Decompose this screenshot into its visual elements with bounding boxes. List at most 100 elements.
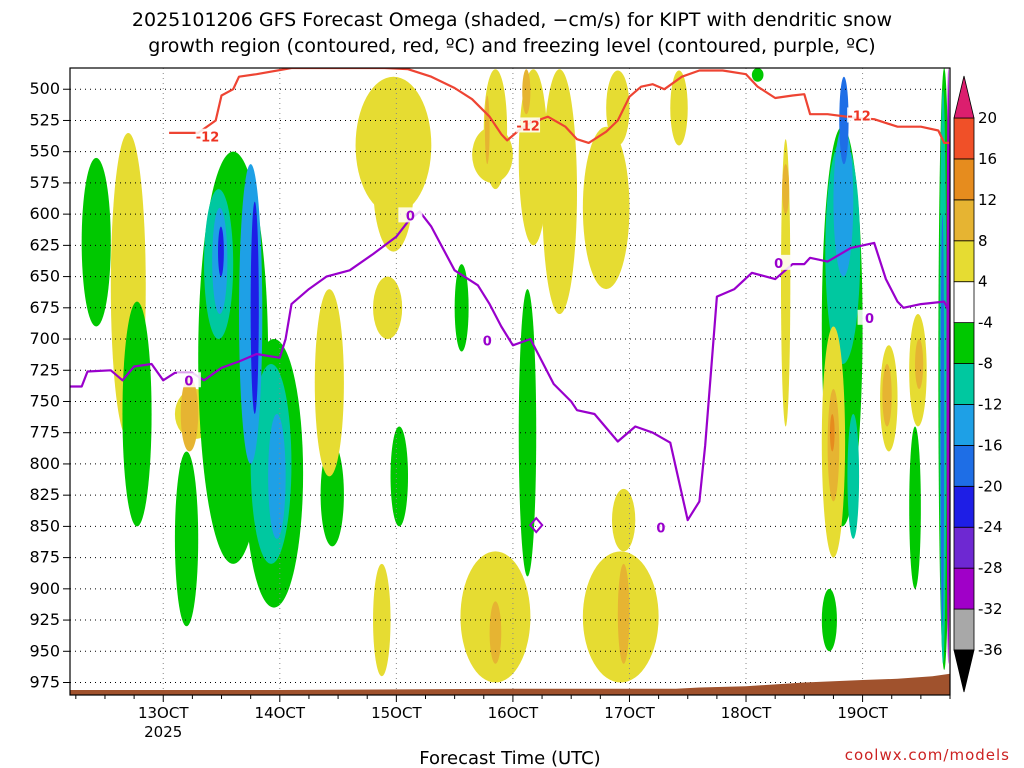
x-axis-label: Forecast Time (UTC) — [419, 748, 600, 768]
terrain — [70, 673, 950, 695]
y-tick-label: 950 — [29, 641, 60, 660]
y-axis: 500 525 550 575 600 625 650 675 700 725 750 775 800 8… — [29, 79, 70, 692]
colorbar-tick-label: -12 — [978, 395, 1003, 413]
omega-region — [940, 214, 945, 627]
omega-region — [833, 126, 854, 277]
omega-region — [617, 563, 630, 664]
contour-label: 0 — [406, 209, 415, 224]
omega-region — [542, 69, 578, 315]
omega-region — [829, 413, 835, 452]
y-tick-label: 875 — [29, 548, 60, 567]
y-tick-label: 850 — [29, 516, 60, 535]
contour-label: 0 — [184, 374, 193, 389]
contour-label-background — [516, 117, 541, 133]
omega-region — [250, 201, 259, 414]
colorbar-bin — [953, 444, 975, 487]
contour-label-background — [766, 254, 791, 270]
colorbar-tick-label: 20 — [978, 109, 997, 127]
omega-region — [915, 339, 924, 389]
colorbar-bin — [953, 526, 975, 569]
omega-region — [780, 139, 791, 427]
contour-label: -12 — [196, 131, 220, 146]
x-tick-label: 13OCT — [138, 704, 189, 722]
y-tick-label: 975 — [29, 673, 60, 692]
omega-region — [522, 69, 531, 115]
colorbar-max-arrow — [953, 75, 975, 119]
colorbar-tick-label: 8 — [978, 232, 988, 250]
omega-region — [670, 70, 688, 146]
credit-link[interactable]: coolwx.com/models — [845, 746, 1010, 764]
omega-region — [483, 69, 508, 190]
omega-region — [489, 601, 502, 664]
colorbar-tick-label: -4 — [978, 314, 993, 332]
colorbar-tick-label: 12 — [978, 191, 997, 209]
chart-title-line2: growth region (contoured, red, ºC) and f… — [148, 35, 875, 57]
omega-region — [239, 164, 263, 464]
y-tick-label: 900 — [29, 579, 60, 598]
colorbar-bin — [953, 240, 975, 283]
omega-region — [821, 588, 837, 652]
colorbar-tick-label: -16 — [978, 436, 1003, 454]
colorbar-bin — [953, 404, 975, 446]
contour-label-background — [475, 332, 500, 348]
contour-label-background — [847, 107, 872, 123]
colorbar-bin — [953, 567, 975, 610]
y-tick-label: 825 — [29, 485, 60, 504]
contour-label: -12 — [847, 109, 871, 124]
colorbar-tick-label: -24 — [978, 518, 1003, 536]
omega-region — [373, 114, 414, 252]
contour-label-background — [648, 519, 673, 535]
freezing-level-closed-contour — [528, 516, 544, 534]
colorbar-bin — [953, 322, 975, 364]
colorbar-bin — [953, 608, 975, 651]
y-tick-label: 725 — [29, 360, 60, 379]
colorbar-tick-label: -8 — [978, 355, 993, 373]
isotherm-minus12-line — [169, 68, 950, 144]
x-tick-label: 19OCT — [837, 704, 888, 722]
x-tick-sublabel: 2025 — [144, 723, 182, 741]
contour-label-background — [857, 309, 882, 325]
y-tick-label: 775 — [29, 423, 60, 442]
x-tick-label: 14OCT — [255, 704, 306, 722]
colorbar-tick-label: -32 — [978, 600, 1003, 618]
omega-region — [218, 226, 224, 277]
x-tick-label: 18OCT — [721, 704, 772, 722]
omega-region — [606, 70, 630, 146]
omega-region — [484, 95, 490, 165]
y-tick-label: 525 — [29, 110, 60, 129]
y-tick-label: 550 — [29, 142, 60, 161]
x-tick-label: 17OCT — [604, 704, 655, 722]
colorbar-tick-label: -20 — [978, 477, 1003, 495]
contour-label: 0 — [656, 522, 665, 537]
contour-label-background — [195, 128, 220, 144]
terrain-surface — [70, 673, 950, 695]
colorbar-bin — [953, 158, 975, 201]
isotherm-contours: -12 -12 -12 0 0 0 0 0 0 — [70, 68, 950, 537]
omega-region — [782, 164, 790, 215]
x-tick-label: 15OCT — [371, 704, 422, 722]
omega-region — [518, 289, 537, 577]
colorbar-tick-label: -36 — [978, 641, 1003, 659]
contour-label: 0 — [774, 257, 783, 272]
y-tick-label: 675 — [29, 298, 60, 317]
colorbar-min-arrow — [953, 649, 975, 693]
y-tick-label: 600 — [29, 204, 60, 223]
contour-label-background — [398, 207, 423, 223]
colorbar-bin — [953, 363, 975, 405]
y-tick-label: 575 — [29, 173, 60, 192]
contour-label: -12 — [516, 119, 540, 134]
omega-region — [454, 264, 469, 352]
omega-region — [81, 157, 111, 327]
colorbar: -36 -32 -28 -24 -20 -16 -12 -8 -4 4 8 12 16 20 — [953, 75, 1003, 693]
omega-region — [582, 126, 630, 290]
omega-region — [122, 301, 152, 527]
omega-region — [373, 276, 403, 340]
colorbar-bin — [953, 485, 975, 528]
chart-title-line1: 2025101206 GFS Forecast Omega (shaded, −… — [132, 9, 892, 31]
y-tick-label: 700 — [29, 329, 60, 348]
plot-frame — [69, 67, 951, 696]
colorbar-tick-label: -28 — [978, 559, 1003, 577]
colorbar-tick-label: 16 — [978, 150, 997, 168]
